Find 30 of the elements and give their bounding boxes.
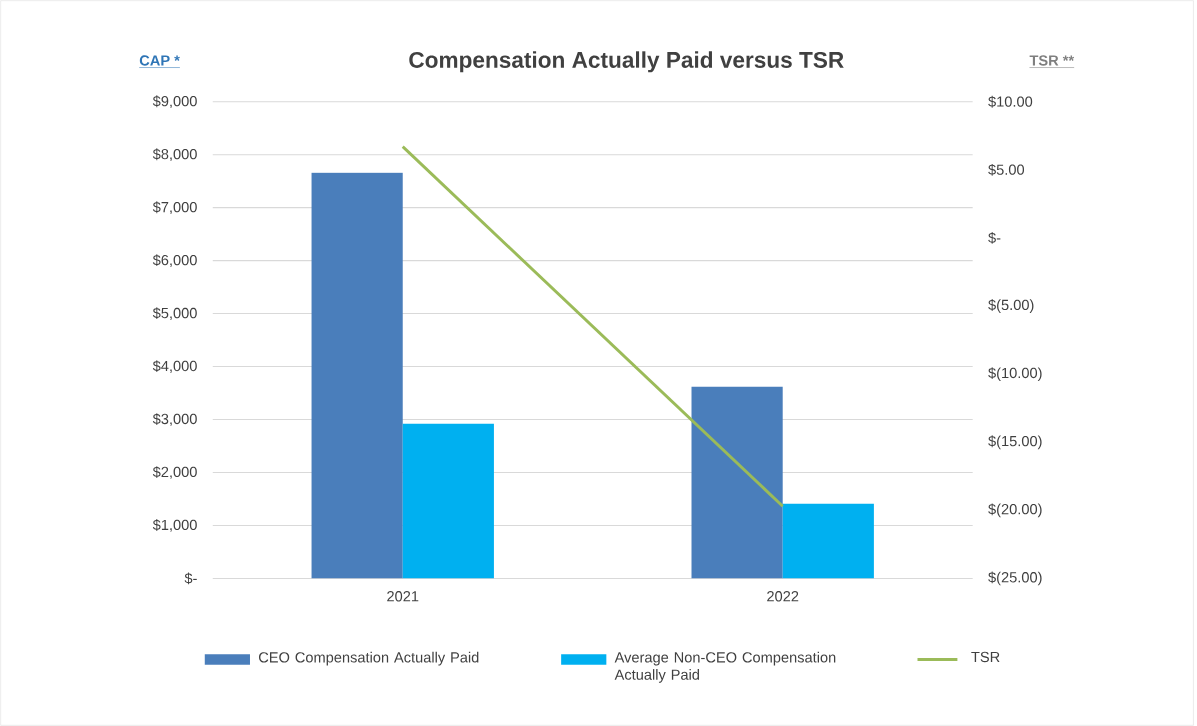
bar	[691, 386, 783, 579]
bar	[311, 172, 403, 579]
y2-tick-label: $(5.00)	[988, 299, 1034, 313]
y2-tick-label: $5.00	[988, 163, 1025, 176]
chart-title: Compensation Actually Paid versus TSR	[409, 51, 844, 73]
y2-axis-title: TSR **	[1029, 55, 1075, 66]
y-tick-label: $1,000	[152, 519, 197, 532]
y-tick-label: $9,000	[152, 95, 197, 109]
y-tick-label: $-	[184, 572, 197, 585]
y-tick-label: $8,000	[152, 148, 197, 162]
bar	[782, 503, 874, 579]
y2-tick-label: $(25.00)	[988, 571, 1042, 586]
y-tick-label: $3,000	[152, 413, 197, 426]
y2-tick-label: $10.00	[988, 95, 1033, 108]
y-tick-label: $7,000	[152, 201, 197, 215]
y-axis-title: CAP *	[139, 55, 180, 66]
legend-label: TSR	[971, 651, 1000, 663]
y-tick-label: $4,000	[152, 360, 197, 373]
bar	[402, 423, 494, 579]
y2-tick-label: $-	[988, 232, 1001, 244]
legend-label: CEO Compensation Actually Paid	[258, 651, 479, 666]
y-tick-label: $2,000	[152, 466, 197, 479]
legend-label: Average Non-CEO Compensation Actually Paid	[614, 651, 836, 683]
y-tick-label: $6,000	[152, 254, 197, 267]
y2-tick-label: $(20.00)	[988, 503, 1042, 518]
y-tick-label: $5,000	[152, 307, 197, 320]
x-tick-label: 2022	[767, 591, 799, 602]
y2-tick-label: $(15.00)	[988, 435, 1042, 450]
y2-tick-label: $(10.00)	[988, 367, 1042, 382]
x-tick-label: 2021	[387, 591, 419, 602]
